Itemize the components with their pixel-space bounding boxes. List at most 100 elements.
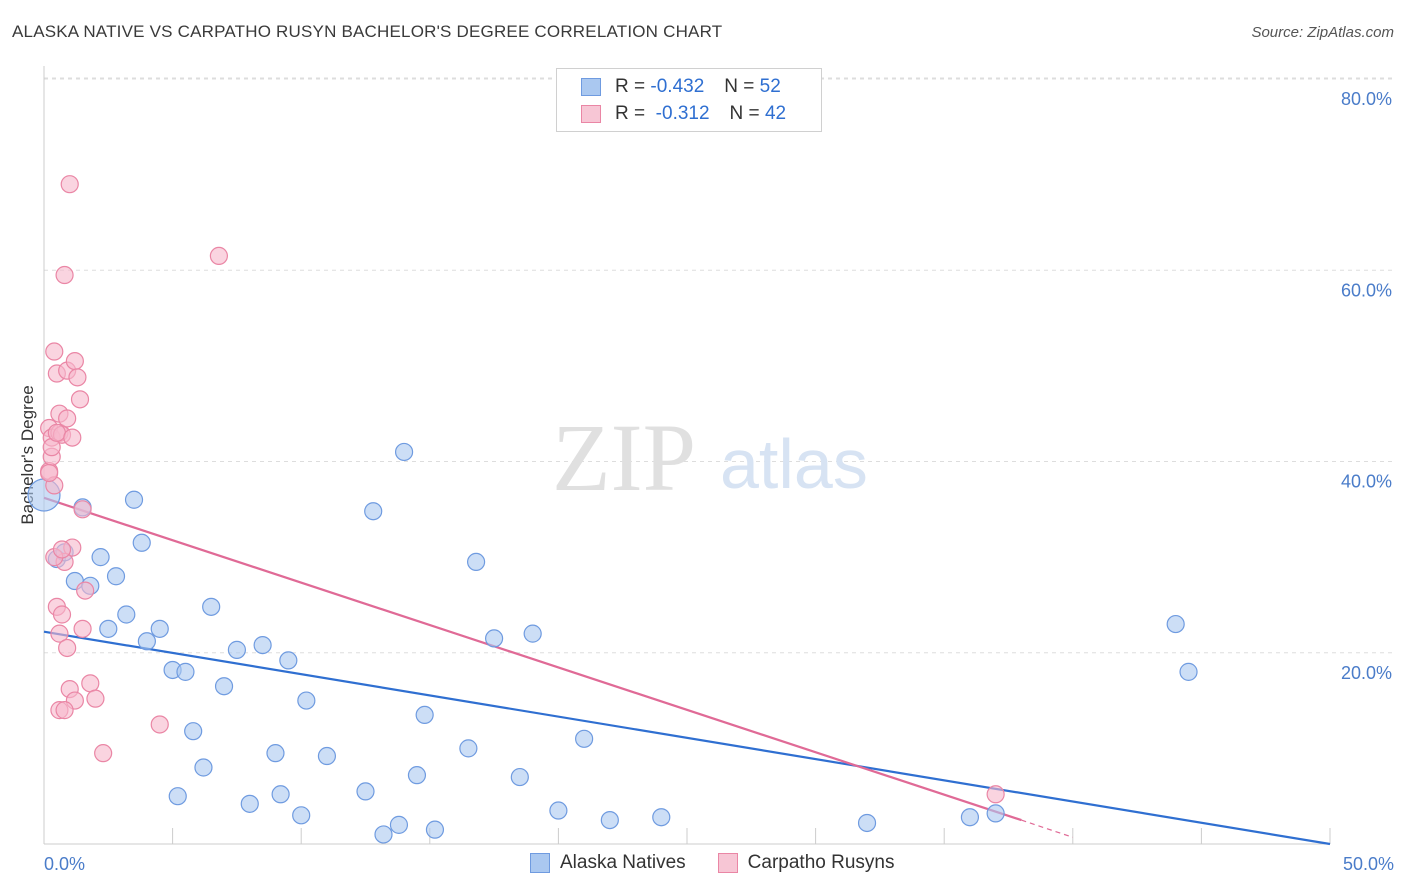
alaska-point [106,567,126,586]
alaska-point [356,782,375,801]
rusyn-point [986,785,1005,804]
watermark: ZIP atlas [552,404,868,511]
rusyn-point [58,638,77,658]
rusyn-point [76,581,95,600]
bottom-legend-label-rusyn: Carpatho Rusyns [747,852,895,873]
alaska-point [214,677,234,696]
rusyn-point [86,689,105,708]
bottom-legend-label-alaska: Alaska Natives [560,852,686,873]
alaska-point [549,801,568,820]
rusyn-point [60,175,79,194]
alaska-point [575,729,594,748]
alaska-point [297,691,316,710]
legend-row-rusyn: R = -0.312 N = 42 [581,103,786,125]
rusyn-point [94,744,113,763]
chart-title: ALASKA NATIVE VS CARPATHO RUSYN BACHELOR… [12,22,723,41]
legend-r-value: -0.432 [650,76,705,97]
legend: R = -0.432 N = 52 R = -0.312 N = 42 [556,68,822,132]
alaska-point [523,624,542,643]
rusyn-point [68,368,87,387]
alaska-point [466,552,486,572]
rusyn-point [47,423,66,442]
alaska-point [364,502,383,521]
rusyn-point [65,351,84,371]
alaska-point [176,662,195,681]
legend-n-label: N = [724,76,755,97]
alaska-point [389,815,409,834]
alaska-point [124,490,144,509]
alaska-point [652,808,671,827]
alaska-point [394,442,414,462]
rusyn-point [55,265,74,285]
legend-n-value: 52 [759,76,781,97]
rusyn-point [50,624,69,643]
rusyn-point [73,500,92,519]
data-points [27,175,1198,844]
legend-r-value: -0.312 [655,103,710,124]
alaska-point [271,785,290,804]
alaska-point [986,804,1005,823]
alaska-point [459,739,478,758]
alaska-point [227,640,246,659]
legend-n-label: N = [729,103,760,124]
rusyn-point [70,390,90,409]
alaska-point [194,758,213,777]
y-tick-label: 80.0% [1341,89,1392,109]
alaska-point [279,651,298,670]
legend-row-alaska: R = -0.432 N = 52 [581,76,781,98]
alaska-point [1179,662,1198,681]
rusyn-point [150,715,169,734]
alaska-point [407,766,427,785]
tick-labels: 20.0% 40.0% 60.0% 80.0% 0.0% 50.0% [44,89,1394,874]
alaska-point [184,722,203,741]
alaska-point [960,808,980,827]
rusyn-trend-extension [1021,819,1073,838]
rusyn-trend-line [43,496,1022,822]
y-tick-label: 60.0% [1341,280,1392,300]
y-tick-label: 20.0% [1341,663,1392,683]
rusyn-point [58,409,77,428]
alaska-point [253,635,272,655]
rusyn-point [40,463,59,483]
chart-source: Source: ZipAtlas.com [1251,24,1394,41]
rusyn-point [52,540,72,559]
alaska-point [99,619,118,638]
gridlines [44,77,1392,654]
alaska-point [415,705,434,725]
rusyn-point [63,428,82,447]
alaska-point [132,533,151,552]
alaska-point [266,744,285,763]
alaska-point [292,806,311,825]
alaska-point [168,787,187,806]
alaska-point [202,597,221,616]
watermark-atlas: atlas [720,425,868,503]
alaska-point [240,794,259,813]
rusyn-point [209,246,228,266]
x-tick-label-start: 0.0% [44,854,85,874]
alaska-point [137,632,156,651]
legend-swatch-alaska [581,78,601,96]
rusyn-point [73,619,92,638]
alaska-point [1166,614,1185,634]
rusyn-point [55,701,74,720]
bottom-legend: Alaska Natives Carpatho Rusyns [530,852,894,874]
trend-lines [43,496,1331,846]
bottom-legend-swatch-alaska [530,853,550,873]
alaska-point [374,825,393,844]
rusyn-point [52,605,72,624]
y-tick-label: 40.0% [1341,472,1392,492]
legend-r-label: R = [615,76,646,97]
legend-n-value: 42 [764,103,787,124]
alaska-trend-line [43,630,1331,846]
legend-r-label: R = [615,103,646,124]
alaska-point [600,810,619,830]
alaska-point [117,605,136,624]
legend-swatch-rusyn [581,105,601,123]
x-tick-label-end: 50.0% [1343,854,1394,874]
rusyn-point [45,342,64,361]
alaska-point [317,746,337,766]
watermark-zip: ZIP [552,404,696,511]
alaska-point [91,548,110,567]
alaska-point [150,619,169,638]
